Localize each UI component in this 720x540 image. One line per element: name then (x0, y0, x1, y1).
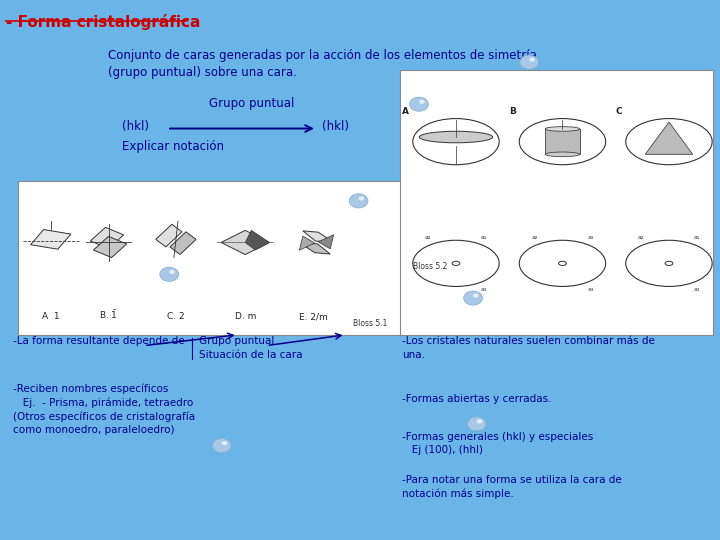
Text: Grupo puntual: Grupo puntual (210, 97, 294, 110)
Text: -Formas generales (hkl) y especiales
   Ej (100), (hhl): -Formas generales (hkl) y especiales Ej … (402, 432, 593, 455)
Bar (18, 181, 403, 335)
Text: Bloss 5.2: Bloss 5.2 (413, 262, 447, 271)
Circle shape (419, 100, 425, 104)
Ellipse shape (519, 119, 606, 165)
Ellipse shape (665, 261, 673, 266)
Polygon shape (645, 122, 693, 154)
Circle shape (410, 97, 428, 111)
Text: a₁: a₁ (694, 235, 701, 240)
Bar (545, 129, 580, 154)
Circle shape (160, 267, 179, 281)
Ellipse shape (559, 261, 567, 266)
Text: a₃: a₃ (481, 287, 487, 292)
Polygon shape (156, 224, 182, 247)
Circle shape (212, 438, 231, 453)
Text: -Los cristales naturales suelen combinar más de
una.: -Los cristales naturales suelen combinar… (402, 336, 654, 360)
Text: - Forma cristalográfica: - Forma cristalográfica (6, 14, 200, 30)
Circle shape (520, 55, 539, 69)
Text: -La forma resultante depende de: -La forma resultante depende de (13, 336, 184, 347)
Text: (hkl): (hkl) (322, 120, 349, 133)
Circle shape (464, 291, 482, 305)
Text: -Formas abiertas y cerradas.: -Formas abiertas y cerradas. (402, 394, 552, 404)
Polygon shape (170, 232, 196, 254)
Polygon shape (318, 235, 333, 249)
Bar (400, 70, 713, 335)
Text: E. 2/m: E. 2/m (299, 313, 328, 321)
Ellipse shape (419, 131, 492, 143)
Polygon shape (221, 231, 269, 254)
Text: a₂: a₂ (425, 235, 431, 240)
Ellipse shape (519, 240, 606, 286)
Polygon shape (303, 231, 332, 241)
Text: B. $\bar{1}$: B. $\bar{1}$ (99, 308, 118, 321)
Circle shape (477, 420, 482, 423)
Polygon shape (300, 236, 315, 250)
Text: -Para notar una forma se utiliza la cara de
notación más simple.: -Para notar una forma se utiliza la cara… (402, 475, 621, 499)
Polygon shape (91, 227, 124, 248)
Text: C. 2: C. 2 (167, 313, 185, 321)
Circle shape (467, 417, 486, 431)
Text: a₃: a₃ (694, 287, 701, 292)
Circle shape (349, 194, 368, 208)
Text: Bloss 5.1: Bloss 5.1 (354, 319, 388, 328)
Text: a₂: a₂ (638, 235, 644, 240)
Circle shape (169, 270, 175, 274)
Ellipse shape (413, 119, 499, 165)
Ellipse shape (545, 127, 580, 131)
Ellipse shape (626, 119, 712, 165)
Circle shape (473, 294, 479, 298)
Circle shape (222, 441, 228, 445)
Text: a₃: a₃ (588, 287, 594, 292)
Text: a₁: a₁ (481, 235, 487, 240)
Circle shape (529, 58, 535, 62)
Polygon shape (246, 231, 269, 250)
Ellipse shape (545, 152, 580, 157)
Polygon shape (94, 237, 127, 258)
Ellipse shape (452, 261, 460, 266)
Text: Conjunto de caras generadas por la acción de los elementos de simetría
(grupo pu: Conjunto de caras generadas por la acció… (108, 49, 537, 79)
Polygon shape (301, 244, 330, 254)
Text: Grupo puntual
Situación de la cara: Grupo puntual Situación de la cara (199, 336, 303, 360)
Text: D. m: D. m (235, 313, 256, 321)
Text: a₁: a₁ (588, 235, 594, 240)
Text: A: A (402, 107, 409, 116)
Text: A  1: A 1 (42, 313, 60, 321)
Text: C: C (616, 107, 622, 116)
Circle shape (359, 197, 364, 200)
Text: Explicar notación: Explicar notación (122, 140, 225, 153)
Text: (hkl): (hkl) (122, 120, 150, 133)
Ellipse shape (626, 240, 712, 286)
Ellipse shape (413, 240, 499, 286)
Polygon shape (30, 230, 71, 249)
Text: -Reciben nombres específicos
   Ej.  - Prisma, pirámide, tetraedro
(Otros especí: -Reciben nombres específicos Ej. - Prism… (13, 383, 195, 435)
Text: a₂: a₂ (531, 235, 538, 240)
Text: B: B (509, 107, 516, 116)
